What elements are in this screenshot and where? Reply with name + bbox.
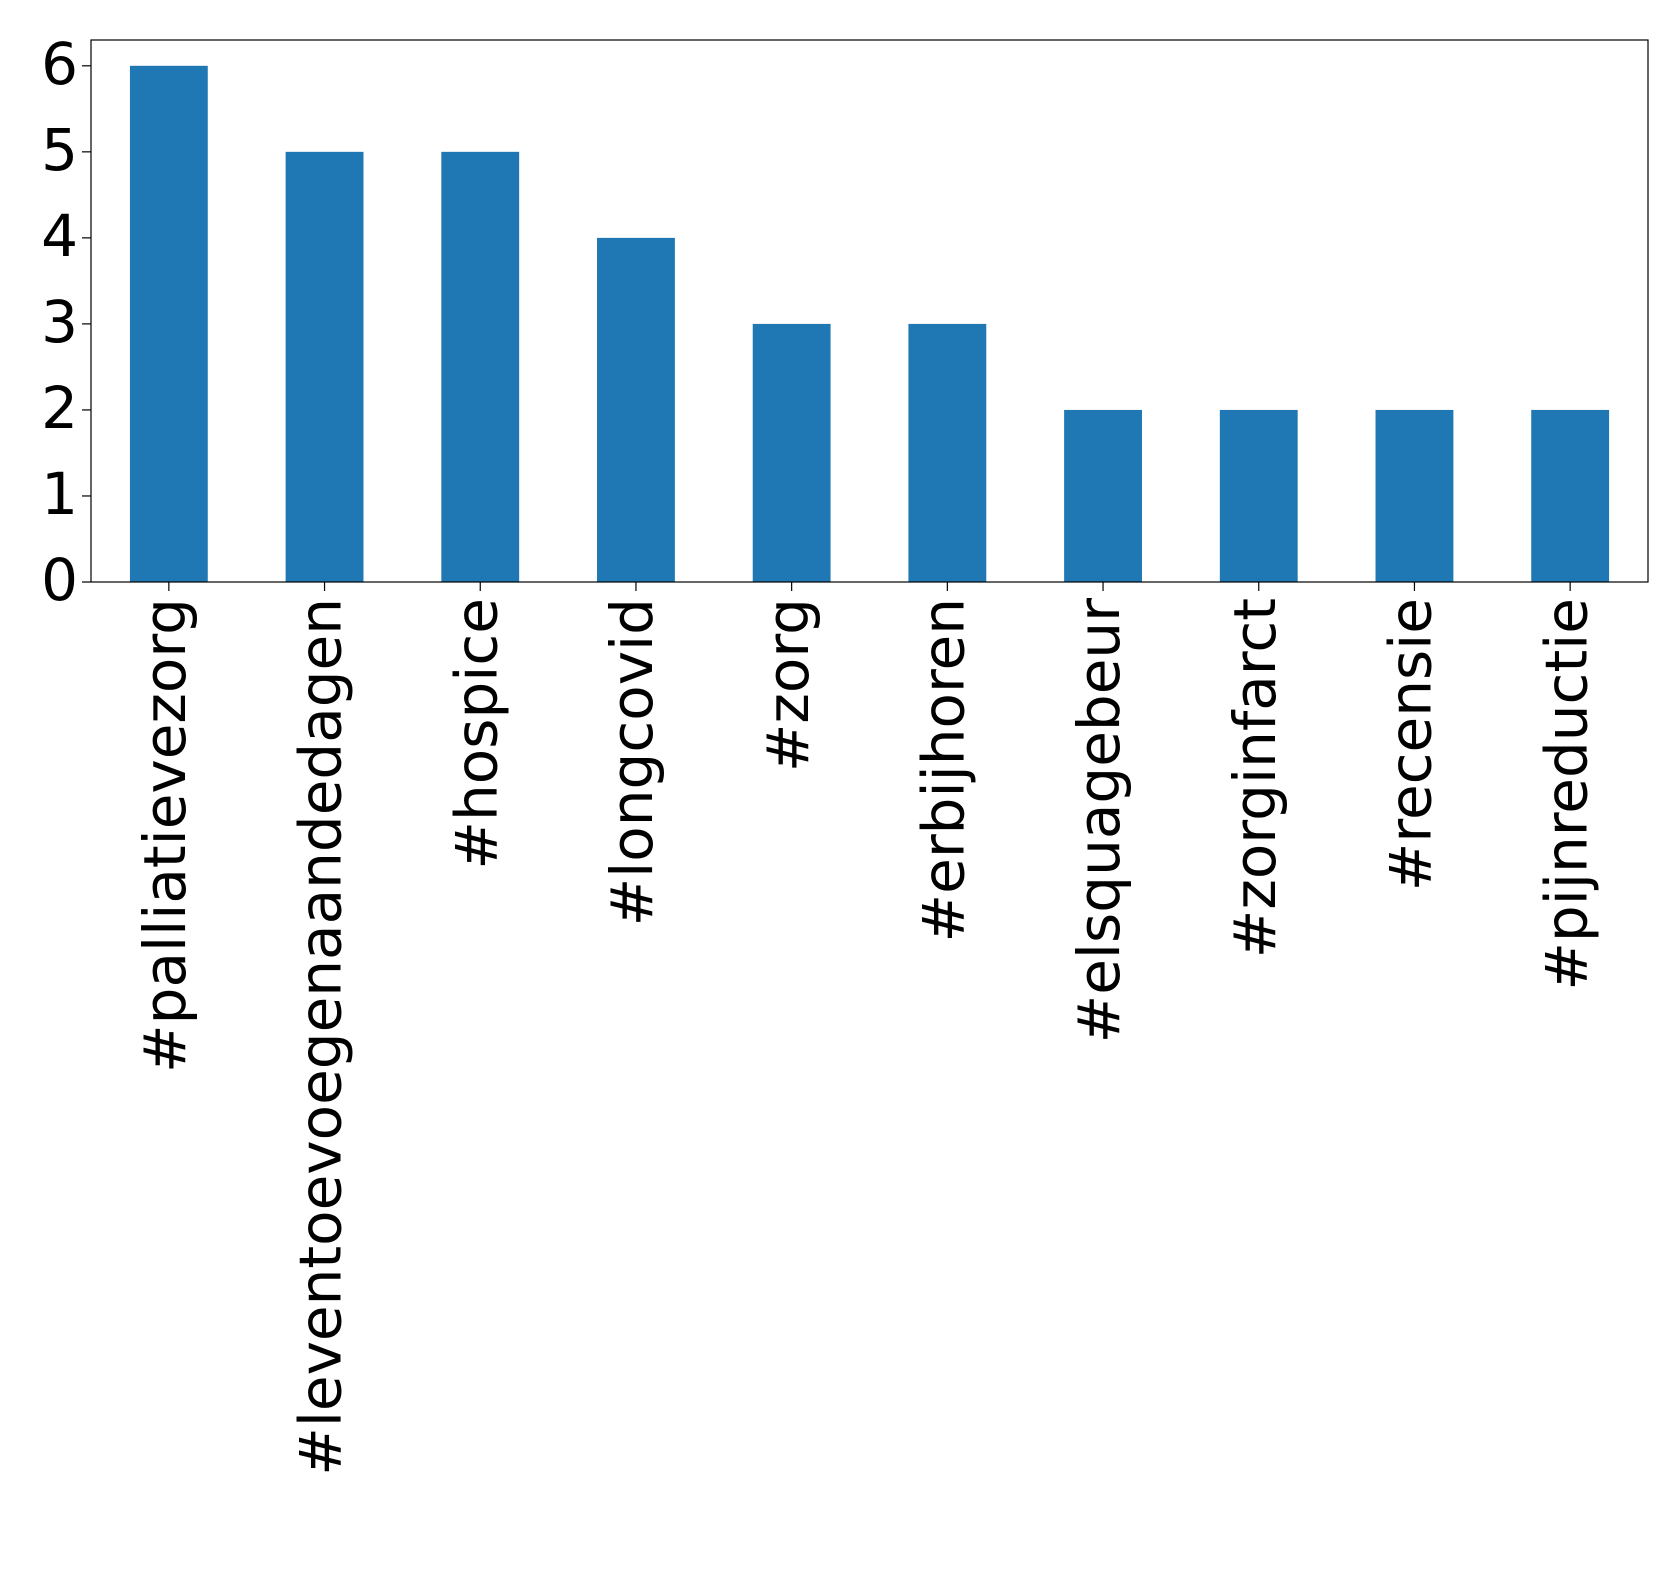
y-tick-label: 3 — [41, 288, 78, 356]
bar — [1531, 409, 1610, 582]
x-tick-label: #zorg — [754, 598, 822, 772]
bar — [1064, 409, 1142, 582]
x-tick-label: #longcovid — [598, 598, 666, 926]
bar — [441, 151, 520, 583]
x-tick-label: #palliatievezorg — [131, 598, 199, 1073]
x-tick-label: #erbijhoren — [909, 598, 977, 942]
bar — [1375, 409, 1454, 582]
y-tick-label: 4 — [41, 202, 78, 270]
bar — [1219, 409, 1298, 582]
x-tick-label: #elsquagebeur — [1065, 598, 1133, 1043]
y-tick-label: 1 — [41, 460, 78, 528]
x-tick-label: #recensie — [1377, 598, 1445, 891]
bar — [285, 151, 364, 583]
x-tick-label: #pijnreductie — [1532, 598, 1600, 991]
y-tick-label: 6 — [41, 30, 78, 98]
x-tick-label: #hospice — [442, 598, 510, 870]
y-tick-label: 2 — [41, 374, 78, 442]
bar — [908, 323, 987, 582]
bar — [129, 65, 208, 583]
x-tick-label: #zorginfarct — [1221, 598, 1289, 958]
x-tick-label: #leventoevoegenaandedagen — [287, 598, 355, 1476]
bar — [752, 323, 831, 582]
y-tick-label: 0 — [41, 546, 78, 614]
y-tick-label: 5 — [41, 116, 78, 184]
bar — [597, 237, 675, 582]
plot-frame — [90, 39, 1649, 583]
